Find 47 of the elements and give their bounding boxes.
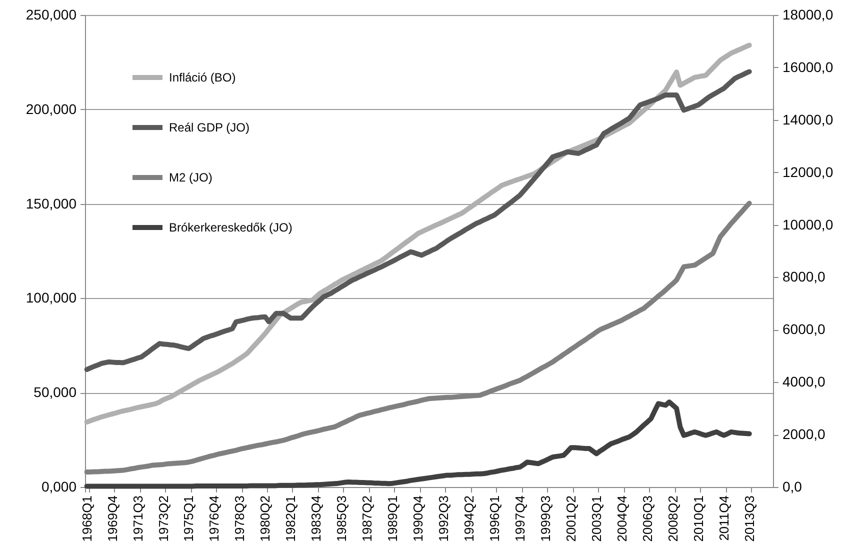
y2-tick-label: 8000,0: [782, 268, 826, 285]
x-tick-label: 1999Q3: [538, 496, 553, 542]
x-tick-label: 1969Q4: [104, 496, 120, 542]
x-tick-label: 1992Q3: [436, 496, 452, 542]
x-tick-label: 1976Q4: [206, 496, 222, 542]
x-tick-label: 1994Q2: [462, 496, 477, 542]
y2-tick-label: 18000,0: [782, 6, 834, 22]
legend-label: Reál GDP (JO): [169, 120, 250, 134]
y2-tick-label: 10000,0: [782, 216, 834, 232]
x-tick-label: 1987Q2: [360, 496, 375, 542]
x-tick-label: 1971Q3: [130, 496, 146, 542]
x-tick-label: 1968Q1: [79, 496, 94, 542]
x-tick-label: 1997Q4: [512, 496, 528, 542]
x-tick-label: 1983Q4: [308, 496, 324, 542]
x-tick-label: 1985Q3: [334, 496, 350, 542]
x-tick-label: 2003Q1: [588, 496, 604, 542]
legend-label: M2 (JO): [169, 170, 212, 184]
x-tick-label: 2013Q3: [742, 496, 757, 542]
legend-label: Brókerkereskedők (JO): [169, 220, 292, 234]
x-tick-label: 1978Q3: [232, 496, 248, 542]
y2-tick-label: 4000,0: [782, 374, 826, 390]
x-tick-label: 1980Q2: [258, 496, 273, 542]
y2-tick-label: 16000,0: [782, 58, 834, 75]
x-tick-label: 1975Q1: [181, 496, 196, 542]
y-tick-label: 0,000: [41, 478, 77, 494]
y2-tick-label: 14000,0: [782, 111, 834, 128]
x-tick-label: 2011Q4: [716, 496, 732, 541]
x-tick-label: 2008Q2: [665, 496, 680, 542]
x-tick-label: 1989Q1: [385, 496, 400, 542]
x-tick-label: 1982Q1: [283, 496, 298, 542]
y-tick-label: 50,000: [34, 384, 77, 400]
legend-label: Infláció (BO): [169, 70, 236, 84]
y2-tick-label: 2000,0: [782, 426, 826, 442]
y-tick-label: 200,000: [26, 100, 77, 117]
x-tick-label: 2006Q3: [640, 496, 655, 542]
x-tick-label: 2010Q1: [690, 496, 706, 542]
x-tick-label: 1973Q2: [156, 496, 171, 542]
x-tick-label: 2004Q4: [614, 496, 630, 542]
y-tick-label: 250,000: [26, 6, 77, 22]
x-tick-label: 2001Q2: [563, 496, 578, 542]
y-tick-label: 150,000: [26, 195, 77, 212]
y2-tick-label: 6000,0: [782, 321, 826, 338]
y2-tick-label: 0,0: [782, 478, 802, 494]
y2-tick-label: 12000,0: [782, 164, 834, 180]
x-tick-label: 1996Q1: [487, 496, 502, 542]
y-tick-label: 100,000: [26, 290, 77, 306]
x-tick-label: 1990Q4: [410, 496, 426, 542]
